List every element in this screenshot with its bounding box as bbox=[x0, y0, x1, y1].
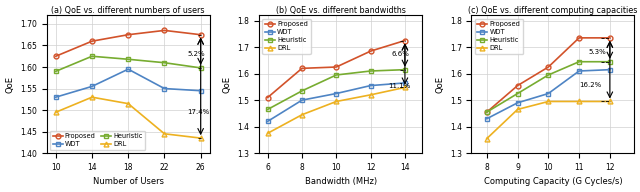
DRL bbox=[264, 132, 271, 134]
WDT bbox=[545, 92, 552, 95]
Line: DRL: DRL bbox=[53, 95, 203, 141]
Heuristic bbox=[606, 60, 614, 63]
Y-axis label: QoE: QoE bbox=[223, 76, 232, 93]
Heuristic bbox=[483, 111, 491, 113]
Y-axis label: QoE: QoE bbox=[6, 76, 15, 93]
Title: (c) QoE vs. different computing capacities: (c) QoE vs. different computing capaciti… bbox=[468, 6, 637, 15]
DRL bbox=[575, 100, 583, 103]
WDT bbox=[52, 96, 60, 98]
Text: 11.1%: 11.1% bbox=[388, 83, 410, 89]
Proposed bbox=[52, 55, 60, 57]
Proposed bbox=[161, 29, 168, 31]
WDT bbox=[367, 84, 374, 87]
WDT bbox=[575, 70, 583, 72]
DRL bbox=[514, 108, 522, 111]
Line: WDT: WDT bbox=[265, 80, 407, 124]
Legend: Proposed, WDT, Heuristic, DRL: Proposed, WDT, Heuristic, DRL bbox=[50, 131, 145, 150]
Line: Proposed: Proposed bbox=[484, 36, 612, 114]
Proposed bbox=[575, 37, 583, 39]
Proposed bbox=[545, 66, 552, 68]
WDT bbox=[606, 69, 614, 71]
Title: (a) QoE vs. different numbers of users: (a) QoE vs. different numbers of users bbox=[51, 6, 205, 15]
Heuristic bbox=[161, 62, 168, 64]
Line: Heuristic: Heuristic bbox=[484, 59, 612, 114]
Text: 17.4%: 17.4% bbox=[187, 109, 209, 115]
DRL bbox=[197, 137, 205, 139]
DRL bbox=[88, 96, 96, 98]
DRL bbox=[298, 114, 306, 116]
WDT bbox=[332, 92, 340, 95]
Line: Proposed: Proposed bbox=[265, 38, 407, 100]
Line: Heuristic: Heuristic bbox=[265, 67, 407, 112]
DRL bbox=[545, 100, 552, 103]
DRL bbox=[52, 111, 60, 113]
Heuristic bbox=[401, 69, 409, 71]
X-axis label: Computing Capacity (G Cycles/s): Computing Capacity (G Cycles/s) bbox=[484, 177, 622, 186]
DRL bbox=[124, 103, 132, 105]
X-axis label: Number of Users: Number of Users bbox=[93, 177, 164, 186]
DRL bbox=[332, 100, 340, 103]
Proposed bbox=[332, 66, 340, 68]
Heuristic bbox=[264, 108, 271, 111]
Legend: Proposed, WDT, Heuristic, DRL: Proposed, WDT, Heuristic, DRL bbox=[475, 19, 523, 54]
Text: 6.6%: 6.6% bbox=[391, 51, 409, 57]
Line: WDT: WDT bbox=[484, 67, 612, 121]
Proposed bbox=[124, 34, 132, 36]
WDT bbox=[88, 85, 96, 88]
DRL bbox=[606, 100, 614, 103]
WDT bbox=[161, 87, 168, 90]
Heuristic bbox=[545, 74, 552, 76]
Proposed bbox=[606, 37, 614, 39]
Heuristic bbox=[367, 70, 374, 72]
Proposed bbox=[264, 96, 271, 99]
Heuristic bbox=[298, 90, 306, 92]
Heuristic bbox=[332, 74, 340, 76]
Proposed bbox=[298, 67, 306, 70]
Proposed bbox=[514, 84, 522, 87]
DRL bbox=[161, 133, 168, 135]
Text: 5.3%: 5.3% bbox=[588, 49, 606, 55]
Line: Heuristic: Heuristic bbox=[53, 54, 203, 74]
WDT bbox=[197, 89, 205, 92]
Text: 16.2%: 16.2% bbox=[579, 82, 602, 88]
Heuristic bbox=[88, 55, 96, 57]
WDT bbox=[264, 120, 271, 122]
WDT bbox=[298, 99, 306, 101]
WDT bbox=[401, 82, 409, 84]
Heuristic bbox=[52, 70, 60, 73]
Proposed bbox=[401, 39, 409, 42]
Proposed bbox=[483, 111, 491, 113]
Heuristic bbox=[575, 60, 583, 63]
Line: Proposed: Proposed bbox=[53, 28, 203, 59]
DRL bbox=[367, 94, 374, 96]
Text: 5.2%: 5.2% bbox=[187, 51, 205, 57]
Heuristic bbox=[124, 58, 132, 60]
Line: DRL: DRL bbox=[265, 85, 407, 136]
Proposed bbox=[197, 34, 205, 36]
Y-axis label: QoE: QoE bbox=[435, 76, 444, 93]
DRL bbox=[483, 137, 491, 140]
Heuristic bbox=[197, 67, 205, 69]
Line: DRL: DRL bbox=[484, 99, 612, 141]
X-axis label: Bandwidth (MHz): Bandwidth (MHz) bbox=[305, 177, 376, 186]
Line: WDT: WDT bbox=[53, 67, 203, 100]
Title: (b) QoE vs. different bandwidths: (b) QoE vs. different bandwidths bbox=[276, 6, 406, 15]
WDT bbox=[483, 118, 491, 120]
WDT bbox=[514, 102, 522, 104]
WDT bbox=[124, 68, 132, 70]
Proposed bbox=[367, 50, 374, 52]
Heuristic bbox=[514, 92, 522, 95]
DRL bbox=[401, 86, 409, 89]
Legend: Proposed, WDT, Heuristic, DRL: Proposed, WDT, Heuristic, DRL bbox=[262, 19, 310, 54]
Proposed bbox=[88, 40, 96, 42]
